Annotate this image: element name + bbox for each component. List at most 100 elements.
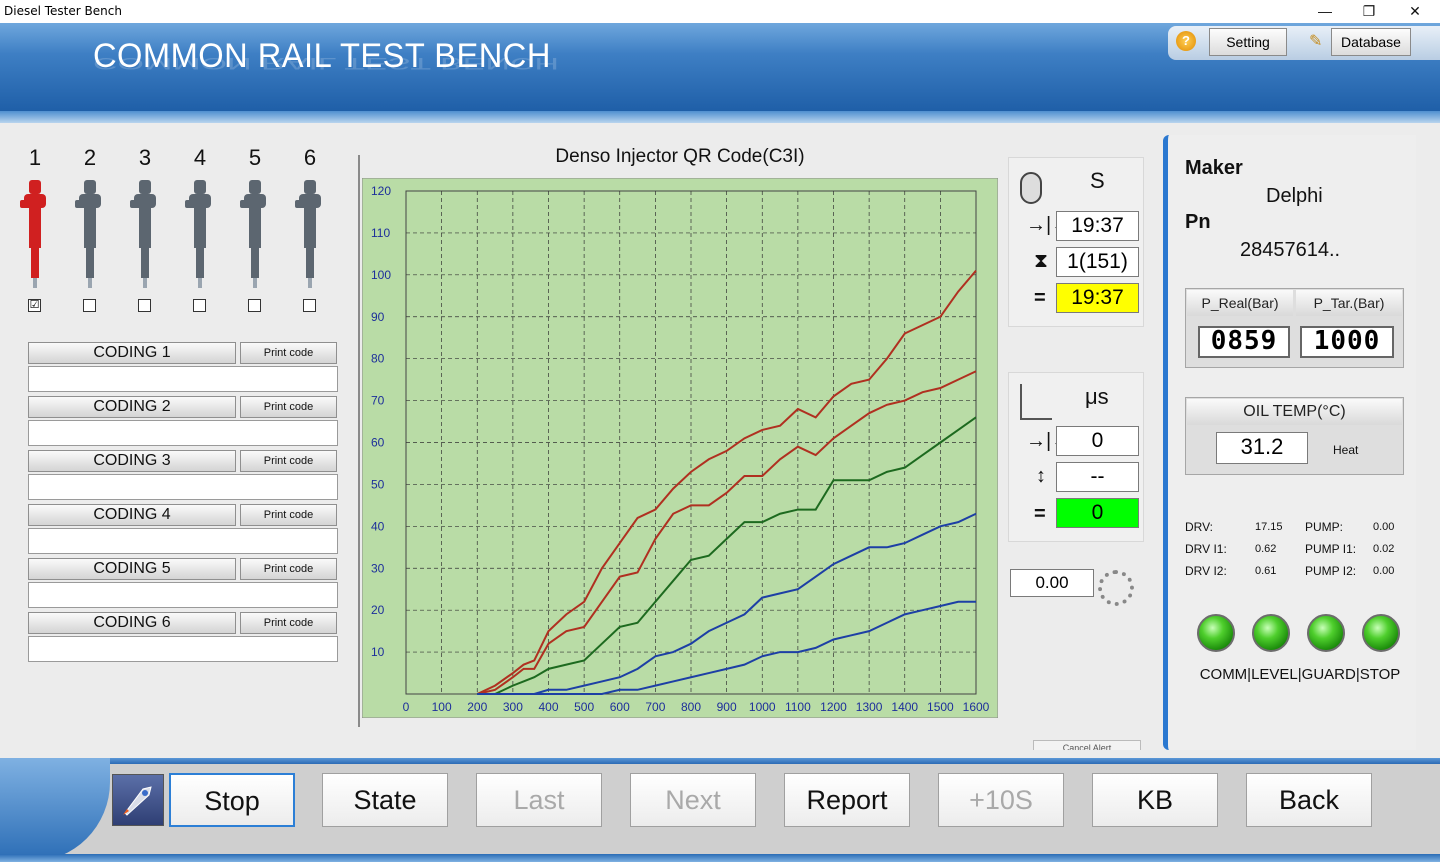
y-tick-label: 40	[371, 519, 385, 533]
p-real-label: P_Real(Bar)	[1187, 290, 1293, 316]
x-tick-label: 1600	[963, 700, 990, 714]
coding-field[interactable]	[28, 582, 338, 608]
header-stripe	[0, 111, 1440, 123]
pulse-set-value: 0	[1056, 426, 1139, 456]
coding-button[interactable]: CODING 5	[28, 558, 236, 580]
injector-checkbox[interactable]	[138, 299, 151, 312]
bottom-bar-curve	[0, 758, 110, 862]
rocket-icon[interactable]	[112, 774, 164, 826]
close-button[interactable]: ✕	[1409, 3, 1421, 19]
injector-icon[interactable]	[73, 178, 107, 296]
pulse-unit: μs	[1085, 384, 1109, 409]
pn-value: 28457614..	[1240, 239, 1341, 261]
stop-button[interactable]: Stop	[169, 773, 295, 827]
print-code-button[interactable]: Print code	[240, 342, 337, 364]
print-code-button[interactable]: Print code	[240, 612, 337, 634]
injector-checkbox[interactable]: ☑	[28, 299, 41, 312]
injector-icon[interactable]	[18, 178, 52, 296]
series-line-4	[477, 512, 977, 695]
y-tick-label: 20	[371, 603, 385, 617]
next-button[interactable]: Next	[630, 773, 756, 827]
coding-field[interactable]	[28, 420, 338, 446]
x-tick-label: 400	[538, 700, 558, 714]
injector-icon[interactable]	[183, 178, 217, 296]
print-code-button[interactable]: Print code	[240, 558, 337, 580]
print-code-button[interactable]: Print code	[240, 504, 337, 526]
state-button[interactable]: State	[322, 773, 448, 827]
hourglass-icon: ⧗	[1034, 250, 1049, 272]
timer-unit: S	[1090, 168, 1105, 193]
injector-icon[interactable]	[293, 178, 327, 296]
kb-button[interactable]: KB	[1092, 773, 1218, 827]
x-tick-label: 1200	[820, 700, 847, 714]
pump-value: 0.00	[1373, 521, 1395, 533]
injector-checkbox[interactable]	[248, 299, 261, 312]
stop-led	[1362, 614, 1400, 652]
cancel-alert-button[interactable]: Cancel Alert	[1033, 740, 1141, 750]
pulse-width-icon	[1020, 384, 1052, 420]
divider	[358, 155, 360, 727]
x-tick-label: 1000	[749, 700, 776, 714]
coding-field[interactable]	[28, 474, 338, 500]
chart-frame	[362, 178, 998, 718]
injector-icon[interactable]	[238, 178, 272, 296]
timer-current-value: 19:37	[1056, 283, 1139, 313]
injector-checkbox[interactable]	[193, 299, 206, 312]
injector-number: 4	[193, 145, 207, 170]
plus-10s-button[interactable]: +10S	[938, 773, 1064, 827]
series-line-2	[477, 370, 977, 695]
series-line-3	[477, 416, 977, 695]
comm-led	[1197, 614, 1235, 652]
y-tick-label: 90	[371, 310, 385, 324]
level-led	[1252, 614, 1290, 652]
heat-label[interactable]: Heat	[1333, 443, 1359, 457]
y-tick-label: 110	[371, 226, 390, 240]
pulse-eq: =	[1034, 503, 1046, 525]
drv-i1-value: 0.62	[1255, 543, 1277, 555]
pulse-current-value: 0	[1056, 498, 1139, 528]
injector-chart: 0 100 200 300 400 500 600 700 800 900 1000 1100 1200…	[362, 178, 998, 718]
chart-title: Denso Injector QR Code(C3I)	[555, 146, 805, 167]
setting-button[interactable]: Setting	[1209, 28, 1287, 56]
pump-i1-label: PUMP I1:	[1305, 542, 1357, 556]
x-tick-label: 100	[432, 700, 452, 714]
maximize-button[interactable]: ❐	[1362, 3, 1376, 19]
pump-i2-label: PUMP I2:	[1305, 564, 1357, 578]
p-tar-value: 1000	[1300, 326, 1394, 358]
coding-field[interactable]	[28, 528, 338, 554]
coding-field[interactable]	[28, 636, 338, 662]
injector-icon[interactable]	[128, 178, 162, 296]
p-tar-label: P_Tar.(Bar)	[1296, 290, 1402, 316]
app-title: COMMON RAIL TEST BENCH	[93, 37, 551, 75]
series-line-5	[477, 600, 976, 695]
injector-checkbox[interactable]	[83, 299, 96, 312]
back-button[interactable]: Back	[1246, 773, 1372, 827]
drv-value: 17.15	[1255, 521, 1283, 533]
x-tick-label: 300	[503, 700, 523, 714]
injector-number: 1	[28, 145, 42, 170]
drv-i2-label: DRV I2:	[1185, 564, 1227, 578]
drv-i2-value: 0.61	[1255, 565, 1277, 577]
app-title-reflection: COMMON RAIL TEST BENCH	[93, 54, 559, 73]
coding-button[interactable]: CODING 1	[28, 342, 236, 364]
y-tick-label: 30	[371, 561, 385, 575]
print-code-button[interactable]: Print code	[240, 450, 337, 472]
coding-field[interactable]	[28, 366, 338, 392]
x-tick-label: 500	[574, 700, 594, 714]
minimize-button[interactable]: —	[1318, 3, 1332, 19]
last-button[interactable]: Last	[476, 773, 602, 827]
help-icon[interactable]: ?	[1176, 31, 1196, 51]
coding-button[interactable]: CODING 2	[28, 396, 236, 418]
drv-i1-label: DRV I1:	[1185, 542, 1227, 556]
injector-checkbox[interactable]	[303, 299, 316, 312]
x-tick-label: 1500	[927, 700, 954, 714]
coding-button[interactable]: CODING 6	[28, 612, 236, 634]
coding-button[interactable]: CODING 4	[28, 504, 236, 526]
y-tick-label: 100	[371, 268, 391, 282]
coding-button[interactable]: CODING 3	[28, 450, 236, 472]
print-code-button[interactable]: Print code	[240, 396, 337, 418]
database-button[interactable]: Database	[1331, 28, 1411, 56]
report-button[interactable]: Report	[784, 773, 910, 827]
x-tick-label: 0	[403, 700, 410, 714]
y-tick-label: 10	[371, 645, 385, 659]
